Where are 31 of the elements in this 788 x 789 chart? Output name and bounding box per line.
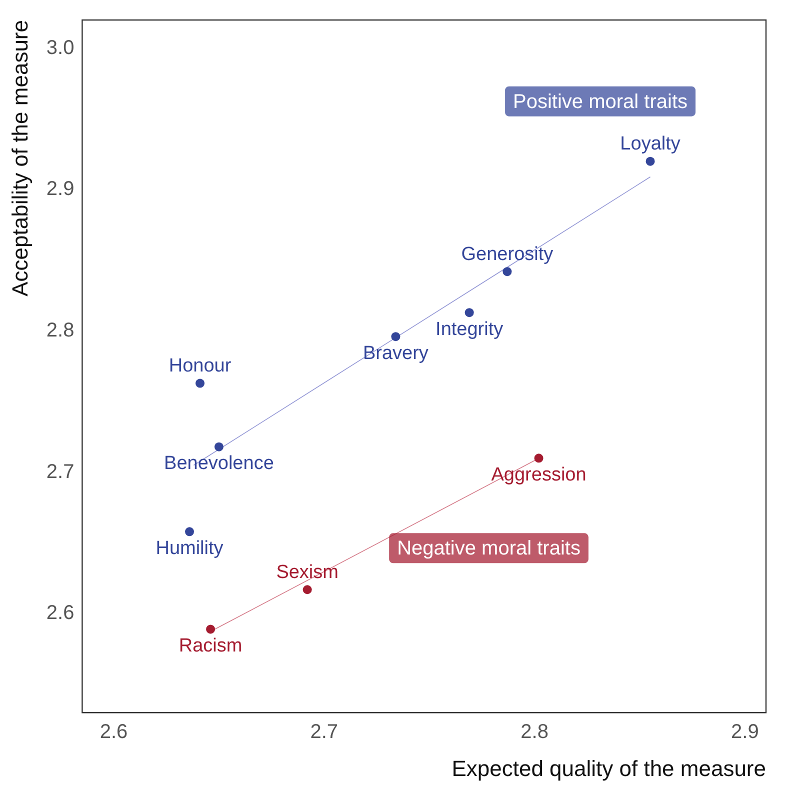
point <box>206 624 216 634</box>
y-tick-label: 2.7 <box>46 460 74 483</box>
y-tick-label: 2.6 <box>46 602 74 624</box>
point <box>464 308 474 318</box>
y-tick-label: 3.0 <box>46 36 74 59</box>
point <box>502 267 512 276</box>
x-tick-label: 2.8 <box>520 721 548 744</box>
y-tick-label: 2.8 <box>46 319 74 342</box>
y-axis-title: Acceptability of the measure <box>7 20 32 296</box>
x-axis-title: Expected quality of the measure <box>452 756 766 781</box>
annotation: Humility <box>156 538 224 559</box>
text: Positive moral traits <box>513 90 688 113</box>
point <box>302 585 312 594</box>
annotation: Bravery <box>362 342 429 364</box>
point <box>391 332 400 342</box>
point <box>214 442 224 452</box>
y-tick-label: 2.9 <box>46 178 74 200</box>
annotation: Integrity <box>436 318 504 340</box>
annotation: Honour <box>168 355 232 376</box>
point <box>185 527 194 536</box>
x-tick-label: 2.7 <box>310 721 338 744</box>
point <box>646 156 655 166</box>
annotation: Loyalty <box>620 134 681 155</box>
annotation: Generosity <box>461 244 554 265</box>
point <box>196 378 205 388</box>
text: Negative moral traits <box>397 538 580 560</box>
annotation: Benevolence <box>164 453 274 474</box>
annotation: Racism <box>178 635 242 656</box>
point <box>534 454 544 463</box>
x-tick-label: 2.6 <box>100 721 128 744</box>
x-tick-label: 2.9 <box>731 721 759 744</box>
